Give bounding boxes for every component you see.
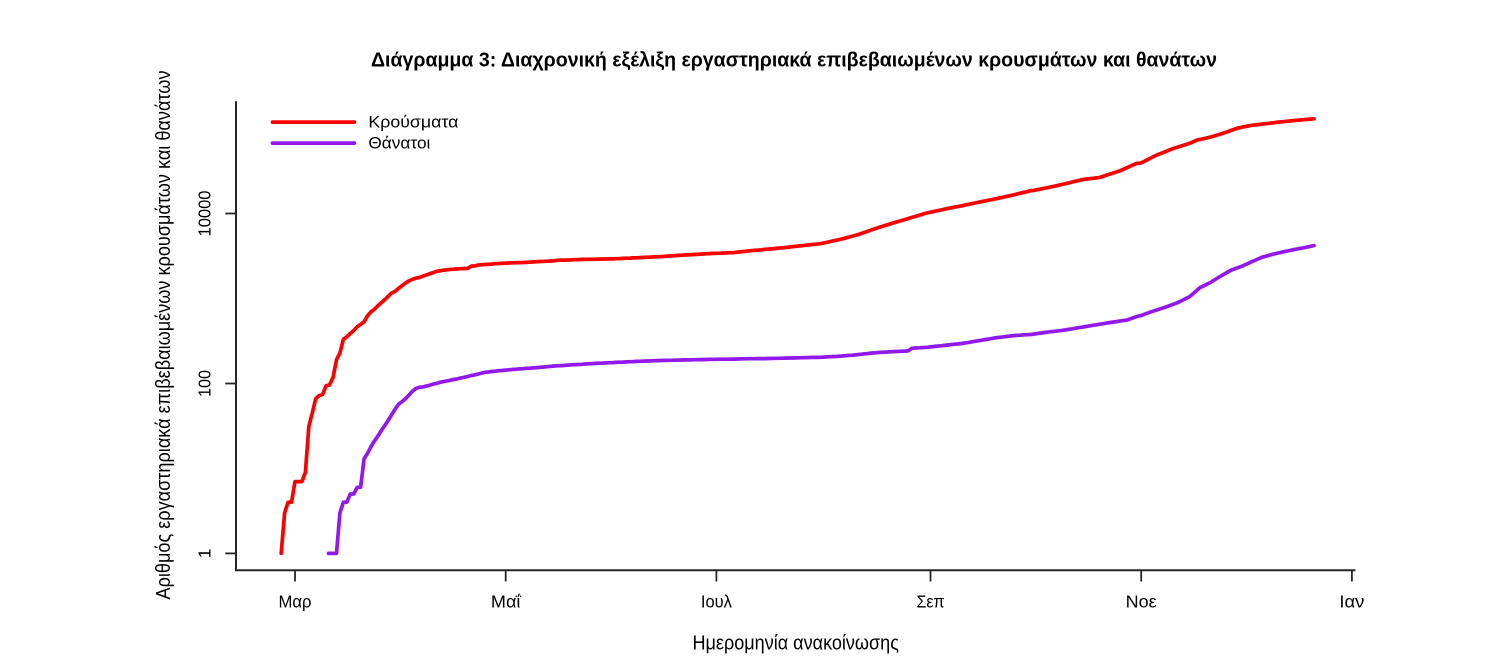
svg-text:1: 1 (195, 549, 215, 559)
svg-text:Ημερομηνία ανακοίνωσης: Ημερομηνία ανακοίνωσης (693, 633, 900, 655)
svg-text:Αριθμός εργαστηριακά επιβεβαιω: Αριθμός εργαστηριακά επιβεβαιωμένων κρου… (153, 71, 175, 600)
svg-text:Σεπ: Σεπ (917, 592, 945, 612)
svg-text:100: 100 (195, 370, 215, 397)
svg-text:Μαρ: Μαρ (279, 592, 312, 612)
svg-text:Θάνατοι: Θάνατοι (368, 133, 430, 152)
svg-text:Ιαν: Ιαν (1339, 592, 1364, 612)
svg-text:10000: 10000 (195, 190, 215, 236)
svg-text:Διάγραμμα 3: Διαχρονική εξέλιξ: Διάγραμμα 3: Διαχρονική εξέλιξη εργαστηρ… (371, 49, 1217, 71)
svg-text:Ιουλ: Ιουλ (701, 592, 732, 612)
svg-text:Νοε: Νοε (1126, 592, 1157, 612)
svg-text:Μαΐ: Μαΐ (491, 592, 522, 612)
svg-text:Κρούσματα: Κρούσματα (368, 112, 458, 131)
